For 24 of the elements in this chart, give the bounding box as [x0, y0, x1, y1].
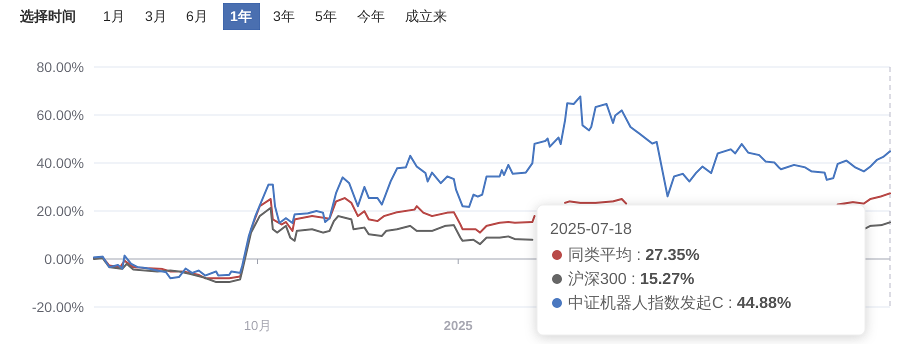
y-tick-label: 20.00% — [36, 202, 84, 219]
legend-label: 同类平均 — [568, 247, 632, 264]
annotation: : 27.35% — [636, 247, 700, 264]
text: 1年 — [230, 8, 252, 24]
legend-label: 中证机器人指数发起C — [568, 295, 724, 312]
text: 选择时间 — [19, 8, 76, 24]
y-tick-label: 60.00% — [36, 106, 84, 123]
annotation: : 15.27% — [631, 271, 694, 288]
y-tick-label: 40.00% — [36, 154, 84, 171]
text: 5年 — [315, 8, 337, 24]
annotation: : 44.88% — [728, 295, 792, 312]
annotation: 2025-07-18 — [550, 221, 632, 238]
legend-label: 沪深300 — [568, 271, 627, 288]
text: 3月 — [145, 8, 167, 24]
text: 成立来 — [405, 8, 447, 24]
y-tick-label: 0.00% — [44, 250, 84, 267]
text: 1月 — [103, 8, 125, 24]
text: 今年 — [357, 8, 385, 24]
x-tick-label: 10月 — [244, 318, 272, 333]
text: 6月 — [186, 8, 208, 24]
x-tick-label: 2025 — [444, 318, 473, 333]
y-tick-label: -20.00% — [32, 298, 84, 315]
text: 3年 — [273, 8, 295, 24]
y-tick-label: 80.00% — [36, 58, 84, 75]
